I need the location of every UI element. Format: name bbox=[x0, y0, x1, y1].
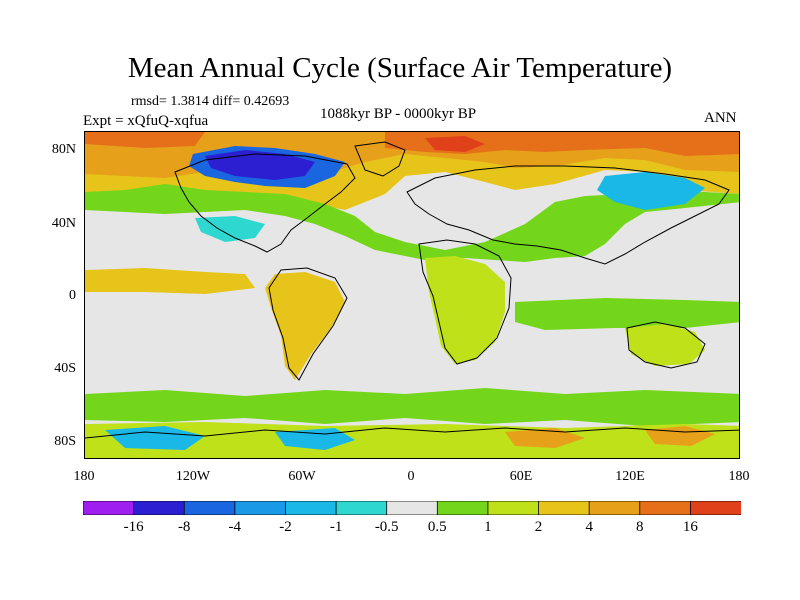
arctic-hot-band bbox=[85, 132, 739, 156]
x-tick-label: 60E bbox=[509, 469, 533, 484]
colorbar-swatch bbox=[386, 501, 439, 515]
colorbar-label: -8 bbox=[177, 519, 191, 535]
colorbar-label: -2 bbox=[279, 519, 292, 535]
x-tick-label: 0 bbox=[407, 469, 415, 484]
y-tick-label: 0 bbox=[69, 288, 76, 303]
y-tick-label: 80S bbox=[54, 434, 76, 449]
colorbar-label: -4 bbox=[228, 519, 242, 535]
north-green-band bbox=[85, 184, 739, 262]
colorbar-label: -1 bbox=[329, 519, 343, 535]
colorbar-label: -0.5 bbox=[374, 519, 399, 535]
asia-cold-anomaly bbox=[597, 172, 705, 210]
colorbar-swatch bbox=[588, 501, 641, 515]
south-america-coast bbox=[268, 267, 348, 381]
colorbar-label: 1 bbox=[484, 519, 492, 535]
colorbar-swatch bbox=[285, 501, 337, 515]
y-tick-label: 40N bbox=[51, 216, 76, 231]
y-tick-label: 80N bbox=[51, 142, 76, 157]
colorbar-label: -16 bbox=[123, 519, 144, 535]
x-tick-label: 120E bbox=[615, 469, 645, 484]
colorbar-label: 8 bbox=[636, 519, 644, 535]
south-america-warm-region bbox=[265, 272, 345, 380]
colorbar-swatch bbox=[436, 501, 489, 515]
colorbar-label: 0.5 bbox=[427, 519, 447, 535]
arctic-red-patch bbox=[425, 136, 485, 152]
na-cold-patch bbox=[195, 216, 265, 242]
antarctica-coast bbox=[85, 427, 739, 439]
colorbar-swatch bbox=[639, 501, 692, 515]
colorbar-swatch bbox=[487, 501, 540, 515]
x-tick-label: 60W bbox=[288, 469, 316, 484]
season-label: ANN bbox=[704, 110, 737, 126]
anomaly-map bbox=[85, 132, 739, 458]
eurasia-coast bbox=[406, 165, 730, 265]
canada-deep-cold-anomaly bbox=[205, 150, 315, 180]
colorbar-label: 16 bbox=[682, 519, 698, 535]
x-tick-label: 180 bbox=[73, 469, 95, 484]
colorbar-swatch bbox=[234, 501, 287, 515]
page-title: Mean Annual Cycle (Surface Air Temperatu… bbox=[127, 52, 673, 84]
greenland-coast bbox=[354, 141, 406, 177]
x-tick-label: 120W bbox=[175, 469, 211, 484]
coastlines bbox=[85, 141, 739, 439]
colorbar bbox=[83, 501, 741, 515]
colorbar-swatch bbox=[689, 501, 741, 515]
australia-warm-region bbox=[625, 324, 705, 366]
y-tick-label: 40S bbox=[54, 361, 76, 376]
x-tick-label: 180 bbox=[728, 469, 750, 484]
colorbar-label: 4 bbox=[585, 519, 593, 535]
indian-ocean-band bbox=[515, 298, 739, 330]
africa-coast bbox=[418, 239, 512, 365]
colorbar-swatch bbox=[538, 501, 591, 515]
north-america-coast bbox=[174, 153, 356, 253]
colorbar-swatch bbox=[335, 501, 388, 515]
tropical-pacific-band bbox=[85, 268, 255, 294]
colorbar-swatch bbox=[183, 501, 236, 515]
australia-coast bbox=[626, 321, 706, 369]
africa-warm-region bbox=[425, 256, 505, 364]
period-label: 1088kyr BP - 0000kyr BP bbox=[320, 106, 477, 122]
southern-ocean-band bbox=[85, 388, 739, 426]
rmsd-diff-stats: rmsd= 1.3814 diff= 0.42693 bbox=[131, 94, 290, 109]
colorbar-label: 2 bbox=[534, 519, 543, 535]
map-frame bbox=[84, 131, 740, 459]
colorbar-swatch bbox=[83, 501, 135, 515]
colorbar-swatch bbox=[133, 501, 186, 515]
experiment-label: Expt = xQfuQ-xqfua bbox=[83, 113, 209, 129]
